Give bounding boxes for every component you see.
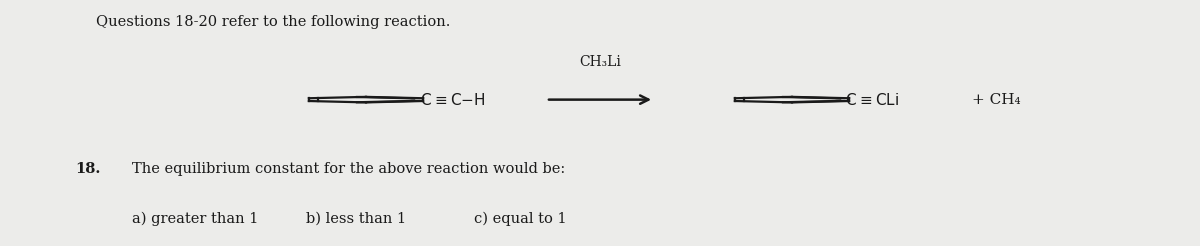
Text: Questions 18-20 refer to the following reaction.: Questions 18-20 refer to the following r… xyxy=(96,15,450,29)
Text: a) greater than 1: a) greater than 1 xyxy=(132,212,258,226)
Text: 18.: 18. xyxy=(76,162,101,176)
Text: $\mathsf{-C{\equiv}CLi}$: $\mathsf{-C{\equiv}CLi}$ xyxy=(833,92,899,108)
Text: The equilibrium constant for the above reaction would be:: The equilibrium constant for the above r… xyxy=(132,162,565,176)
Text: + CH₄: + CH₄ xyxy=(972,93,1021,107)
Text: CH₃Li: CH₃Li xyxy=(580,55,620,68)
Text: c) equal to 1: c) equal to 1 xyxy=(474,212,566,226)
Text: b) less than 1: b) less than 1 xyxy=(306,212,406,226)
Text: $\mathsf{-C{\equiv}C{-}H}$: $\mathsf{-C{\equiv}C{-}H}$ xyxy=(408,92,486,108)
